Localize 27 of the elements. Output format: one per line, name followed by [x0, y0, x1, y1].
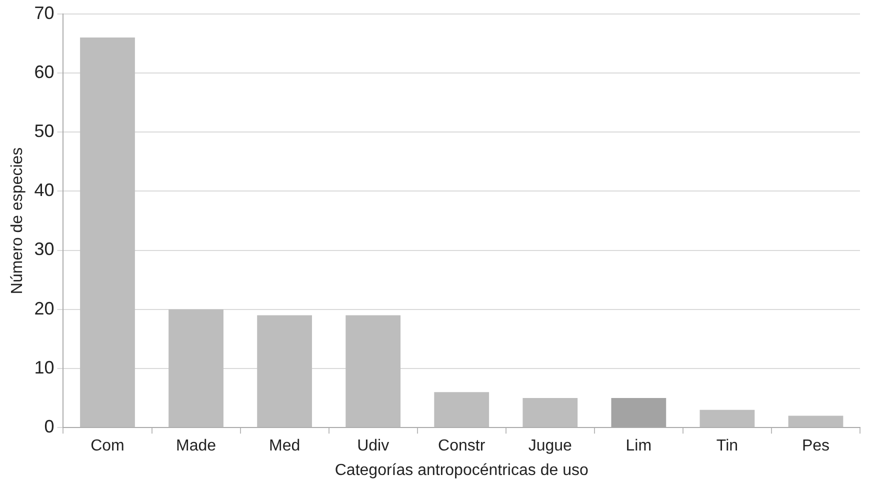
x-axis-title: Categorías antropocéntricas de uso	[334, 462, 588, 479]
bar	[700, 410, 755, 428]
y-axis-title: Número de especies	[9, 147, 26, 294]
x-tick-label: Tin	[716, 438, 738, 455]
bar	[257, 315, 312, 428]
x-tick-label: Com	[90, 438, 124, 455]
bar	[788, 416, 844, 428]
bar	[80, 37, 135, 428]
bar	[522, 398, 578, 428]
x-tick-label: Lim	[626, 438, 652, 455]
x-tick-label: Constr	[438, 438, 486, 455]
bar	[168, 309, 224, 428]
y-tick-label: 20	[34, 298, 54, 318]
y-tick-label: 10	[34, 357, 54, 378]
x-tick-label: Med	[268, 438, 300, 455]
x-tick-label: Jugue	[528, 438, 572, 455]
bar	[346, 315, 401, 428]
y-tick-label: 30	[34, 239, 54, 260]
y-tick-label: 60	[34, 62, 54, 82]
x-tick-label: Udiv	[357, 438, 390, 455]
y-tick-label: 50	[34, 120, 54, 141]
x-tick-label: Made	[176, 438, 216, 455]
bar	[434, 392, 490, 428]
y-tick-label: 40	[34, 180, 54, 200]
y-tick-label: 0	[44, 416, 54, 437]
x-tick-label: Pes	[802, 438, 830, 455]
y-tick-label: 70	[34, 2, 54, 23]
